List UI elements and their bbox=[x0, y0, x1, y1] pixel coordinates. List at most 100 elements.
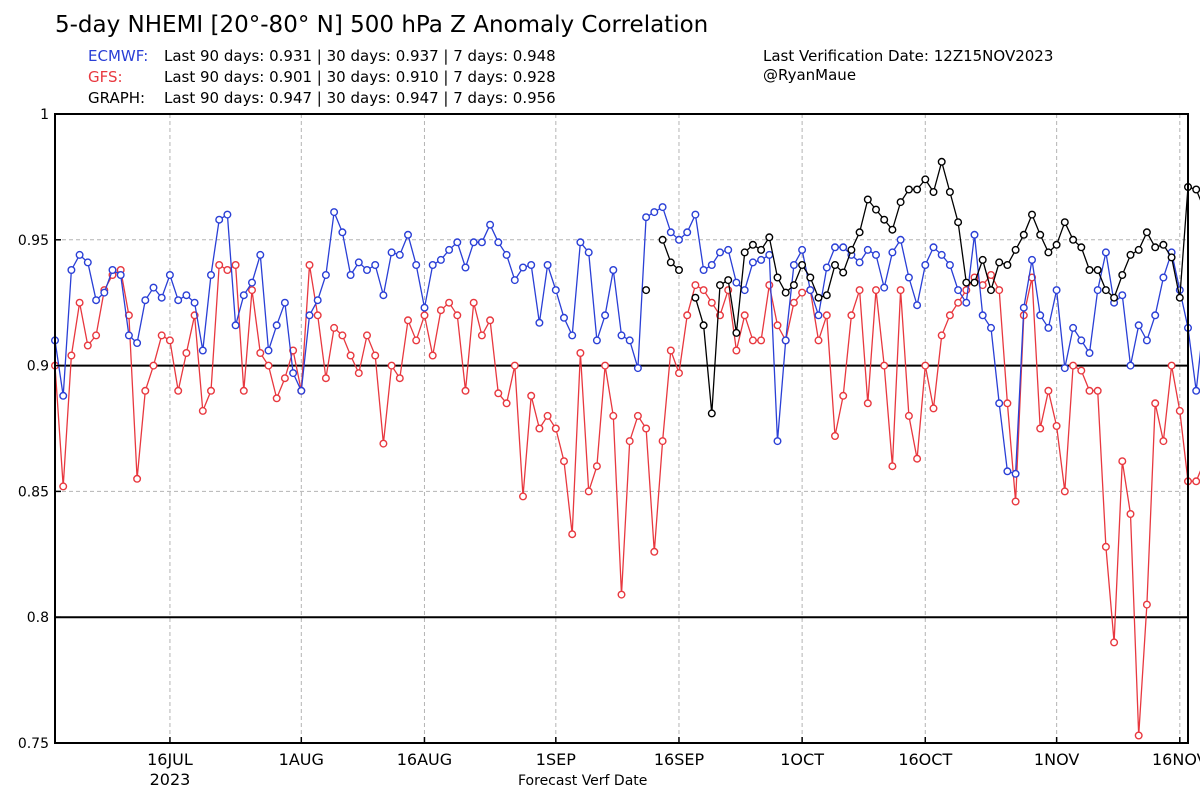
data-point-gfs bbox=[880, 361, 889, 370]
y-tick-label: 0.85 bbox=[18, 484, 49, 500]
data-point-ecmwf bbox=[601, 311, 610, 320]
data-point-ecmwf bbox=[806, 286, 815, 295]
data-point-ecmwf bbox=[781, 336, 790, 345]
data-point-gfs bbox=[198, 406, 207, 415]
x-axis-label: Forecast Verf Date bbox=[518, 773, 648, 789]
data-point-ecmwf bbox=[863, 245, 872, 254]
data-point-graph bbox=[1027, 210, 1036, 219]
data-point-ecmwf bbox=[609, 266, 618, 275]
x-tick-label: 16JUL bbox=[147, 750, 193, 769]
data-point-ecmwf bbox=[92, 296, 101, 305]
data-point-ecmwf bbox=[724, 245, 733, 254]
data-point-ecmwf bbox=[1044, 323, 1053, 332]
data-point-gfs bbox=[1126, 510, 1135, 519]
data-point-ecmwf bbox=[395, 250, 404, 259]
data-point-ecmwf bbox=[264, 346, 273, 355]
data-point-gfs bbox=[683, 311, 692, 320]
data-point-graph bbox=[814, 293, 823, 302]
data-point-gfs bbox=[1011, 497, 1020, 506]
data-point-ecmwf bbox=[568, 331, 577, 340]
data-point-gfs bbox=[543, 411, 552, 420]
data-point-graph bbox=[806, 273, 815, 282]
data-point-ecmwf bbox=[124, 331, 133, 340]
data-point-gfs bbox=[1118, 457, 1127, 466]
data-point-ecmwf bbox=[962, 298, 971, 307]
data-point-gfs bbox=[765, 281, 774, 290]
data-point-gfs bbox=[650, 547, 659, 556]
data-point-gfs bbox=[1085, 386, 1094, 395]
data-point-graph bbox=[863, 195, 872, 204]
data-point-ecmwf bbox=[707, 261, 716, 270]
data-point-graph bbox=[954, 218, 963, 227]
data-point-gfs bbox=[1069, 361, 1078, 370]
data-point-gfs bbox=[428, 351, 437, 360]
data-point-gfs bbox=[387, 361, 396, 370]
data-point-ecmwf bbox=[486, 220, 495, 229]
data-point-ecmwf bbox=[83, 258, 92, 267]
stats-graph: GRAPH: Last 90 days: 0.947 | 30 days: 0.9… bbox=[88, 89, 556, 107]
data-point-ecmwf bbox=[469, 238, 478, 247]
data-point-gfs bbox=[519, 492, 528, 501]
data-point-ecmwf bbox=[896, 235, 905, 244]
data-point-ecmwf bbox=[338, 228, 347, 237]
data-point-graph bbox=[987, 286, 996, 295]
data-point-gfs bbox=[1159, 437, 1168, 446]
data-point-ecmwf bbox=[330, 208, 339, 217]
data-point-gfs bbox=[872, 286, 881, 295]
data-point-gfs bbox=[149, 361, 158, 370]
data-point-gfs bbox=[535, 424, 544, 433]
data-point-graph bbox=[1052, 240, 1061, 249]
data-point-gfs bbox=[568, 530, 577, 539]
data-point-ecmwf bbox=[642, 213, 651, 222]
data-point-gfs bbox=[445, 298, 454, 307]
data-point-ecmwf bbox=[1142, 336, 1151, 345]
data-point-graph bbox=[748, 240, 757, 249]
data-point-graph bbox=[1126, 250, 1135, 259]
data-point-ecmwf bbox=[461, 263, 470, 272]
data-point-ecmwf bbox=[445, 245, 454, 254]
data-point-graph bbox=[666, 258, 675, 267]
data-point-ecmwf bbox=[839, 243, 848, 252]
data-point-gfs bbox=[182, 349, 191, 358]
data-point-ecmwf bbox=[116, 271, 125, 280]
y-tick-label: 0.8 bbox=[27, 610, 49, 626]
x-tick-label: 16AUG bbox=[397, 750, 452, 769]
data-point-graph bbox=[773, 273, 782, 282]
data-point-graph bbox=[921, 175, 930, 184]
data-point-ecmwf bbox=[239, 291, 248, 300]
data-point-ecmwf bbox=[297, 386, 306, 395]
data-point-gfs bbox=[395, 374, 404, 383]
data-point-ecmwf bbox=[280, 298, 289, 307]
x-tick-sublabel: 2023 bbox=[150, 770, 191, 789]
data-point-ecmwf bbox=[543, 261, 552, 270]
data-point-gfs bbox=[461, 386, 470, 395]
data-point-gfs bbox=[1134, 731, 1143, 740]
data-point-gfs bbox=[436, 306, 445, 315]
data-point-ecmwf bbox=[617, 331, 626, 340]
data-point-ecmwf bbox=[141, 296, 150, 305]
data-point-graph bbox=[913, 185, 922, 194]
data-point-gfs bbox=[642, 424, 651, 433]
data-point-graph bbox=[1003, 261, 1012, 270]
data-point-ecmwf bbox=[535, 318, 544, 327]
data-point-graph bbox=[888, 225, 897, 234]
series-layer bbox=[51, 157, 1200, 740]
data-point-graph bbox=[929, 187, 938, 196]
data-point-gfs bbox=[215, 261, 224, 270]
data-point-gfs bbox=[354, 369, 363, 378]
data-point-gfs bbox=[67, 351, 76, 360]
data-point-gfs bbox=[1142, 600, 1151, 609]
data-point-graph bbox=[995, 258, 1004, 267]
data-point-ecmwf bbox=[814, 311, 823, 320]
data-point-graph bbox=[904, 185, 913, 194]
data-point-ecmwf bbox=[978, 311, 987, 320]
data-point-ecmwf bbox=[1052, 286, 1061, 295]
data-point-ecmwf bbox=[149, 283, 158, 292]
data-point-gfs bbox=[231, 261, 240, 270]
data-point-gfs bbox=[346, 351, 355, 360]
data-point-gfs bbox=[691, 281, 700, 290]
data-point-gfs bbox=[83, 341, 92, 350]
data-point-graph bbox=[1151, 243, 1160, 252]
data-point-ecmwf bbox=[420, 303, 429, 312]
